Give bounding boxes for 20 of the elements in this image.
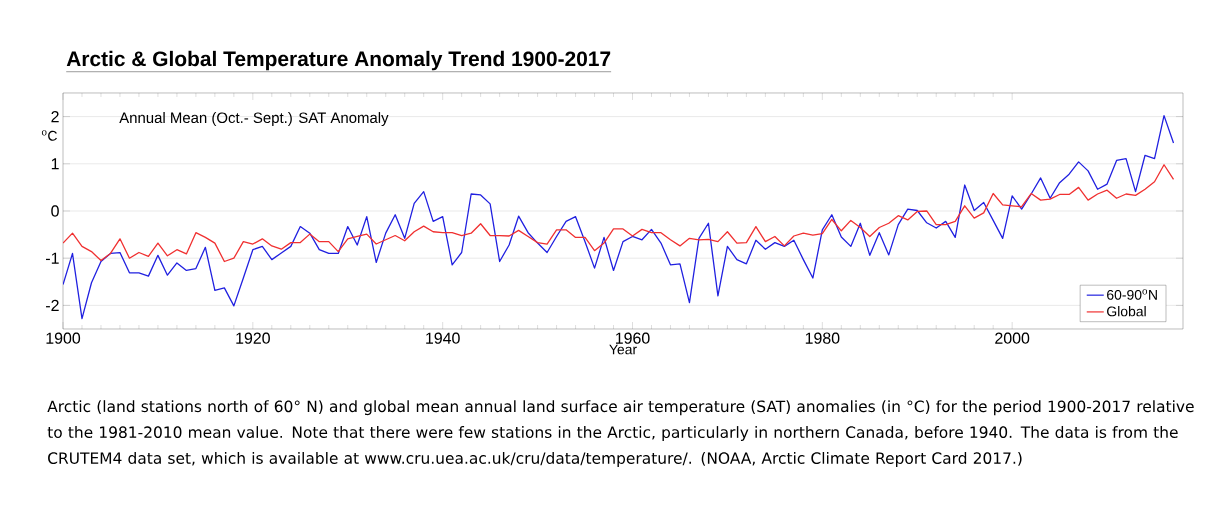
- text: Arctic (land stations north of 60° N) and global mean annual land surface air temperature (SAT) anomalies (in °C) for the period 1900-2017 relative to the 1981-2010 mean value. Note that there were few stations in the Arctic, particularly in northern Canada, before 1940. The data is from the CRUTEM4 data set, which is available at www.cru.uea.ac.uk/cru/data/temperature/. (NOAA, Arctic Climate Report Card 2017.): [47, 400, 1194, 467]
- x-tick-label: 1940: [426, 332, 460, 344]
- line-series: [63, 164, 1175, 263]
- x-tick-label: 1960: [615, 332, 650, 344]
- legend-label: Global: [1107, 306, 1146, 317]
- y-axis-title: $^{o}$C: [41, 130, 57, 141]
- legend-label: 60-90$^{o}$N: [1107, 289, 1157, 300]
- y-tick-label: 1: [51, 158, 59, 170]
- x-tick-label: 2000: [995, 332, 1030, 344]
- y-tick-label: -2: [46, 299, 59, 311]
- y-tick-label: -1: [46, 252, 59, 264]
- annotation: Annual Mean (Oct.- Sept.) SAT Anomaly: [119, 112, 389, 126]
- x-tick-label: 1920: [236, 332, 270, 344]
- y-tick-label: 2: [51, 111, 59, 123]
- y-tick-label: 0: [51, 205, 59, 217]
- chart-title: Arctic & Global Temperature Anomaly Trend 1900-2017: [66, 50, 611, 71]
- x-tick-label: 1900: [46, 332, 81, 344]
- x-tick-label: 1980: [805, 332, 840, 344]
- line-series: [63, 114, 1175, 320]
- x-axis-title: Year: [609, 344, 637, 355]
